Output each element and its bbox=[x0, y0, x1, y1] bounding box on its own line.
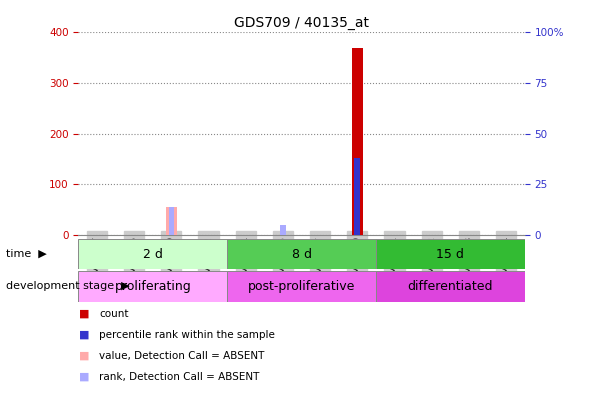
Text: post-proliferative: post-proliferative bbox=[248, 280, 355, 293]
Text: development stage  ▶: development stage ▶ bbox=[6, 281, 130, 291]
Text: ■: ■ bbox=[79, 309, 90, 319]
Text: ■: ■ bbox=[79, 351, 90, 361]
Text: time  ▶: time ▶ bbox=[6, 249, 47, 259]
Text: ■: ■ bbox=[79, 372, 90, 382]
Bar bbox=[355, 158, 360, 235]
Bar bbox=[352, 47, 363, 235]
Text: proliferating: proliferating bbox=[115, 280, 191, 293]
Title: GDS709 / 40135_at: GDS709 / 40135_at bbox=[234, 16, 369, 30]
Bar bbox=[166, 207, 177, 235]
Text: count: count bbox=[99, 309, 129, 319]
Bar bbox=[78, 271, 227, 302]
Text: value, Detection Call = ABSENT: value, Detection Call = ABSENT bbox=[99, 351, 265, 361]
Text: differentiated: differentiated bbox=[408, 280, 493, 293]
Text: 2 d: 2 d bbox=[143, 247, 163, 261]
Bar bbox=[227, 271, 376, 302]
Text: rank, Detection Call = ABSENT: rank, Detection Call = ABSENT bbox=[99, 372, 260, 382]
Bar bbox=[280, 225, 286, 235]
Bar bbox=[78, 239, 227, 269]
Bar bbox=[376, 271, 525, 302]
Bar bbox=[169, 207, 174, 235]
Text: 8 d: 8 d bbox=[291, 247, 312, 261]
Text: ■: ■ bbox=[79, 330, 90, 340]
Text: percentile rank within the sample: percentile rank within the sample bbox=[99, 330, 276, 340]
Bar bbox=[376, 239, 525, 269]
Bar bbox=[227, 239, 376, 269]
Text: 15 d: 15 d bbox=[437, 247, 464, 261]
